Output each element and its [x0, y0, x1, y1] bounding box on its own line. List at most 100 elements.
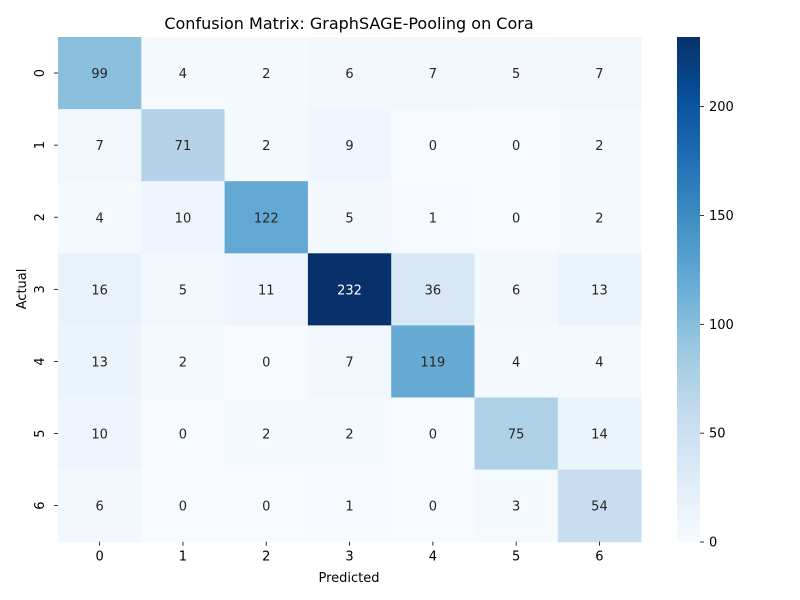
heatmap-cell	[58, 181, 142, 254]
cell-value-label: 13	[91, 355, 108, 370]
heatmap-cell	[474, 181, 559, 254]
cell-value-label: 7	[595, 67, 603, 82]
cell-value-label: 13	[591, 283, 608, 298]
cell-value-label: 1	[345, 500, 353, 515]
heatmap-cell	[474, 253, 559, 326]
heatmap-cell	[141, 397, 226, 471]
heatmap-cell	[474, 37, 559, 110]
heatmap-cell	[58, 253, 142, 326]
heatmap-cell	[224, 37, 309, 110]
heatmap-cell	[474, 469, 559, 543]
x-tick-label: 2	[262, 550, 270, 565]
colorbar-gradient	[677, 37, 700, 542]
cell-value-label: 0	[429, 500, 437, 515]
y-tick-label: 0	[33, 69, 48, 77]
heatmap-cell	[557, 325, 642, 398]
cell-value-label: 2	[345, 428, 353, 443]
cell-value-label: 9	[345, 139, 353, 154]
cell-value-label: 0	[512, 211, 520, 226]
cell-value-label: 1	[429, 211, 437, 226]
cell-value-label: 0	[429, 428, 437, 443]
heatmap-cell	[141, 325, 226, 398]
heatmap-cell	[141, 253, 226, 326]
heatmap-cell	[307, 397, 392, 471]
x-tick-label: 6	[595, 550, 603, 565]
chart-title: Confusion Matrix: GraphSAGE-Pooling on C…	[164, 14, 533, 33]
cell-value-label: 3	[512, 500, 520, 515]
heatmap-cell	[474, 325, 559, 398]
heatmap-cells: 99 4 2 6 7 5 77 71 2 9 0 0 24 10 122 5 1 0 216 5 11 232 36 6 131…	[58, 37, 642, 543]
cell-value-label: 0	[512, 139, 520, 154]
y-tick-label: 5	[33, 429, 48, 437]
heatmap-cell	[58, 325, 142, 398]
y-axis-label: Actual	[15, 269, 30, 310]
cell-value-label: 36	[425, 283, 442, 298]
cell-value-label: 5	[345, 211, 353, 226]
cell-value-label: 4	[512, 355, 520, 370]
heatmap-cell	[224, 325, 309, 398]
heatmap-cell	[557, 37, 642, 110]
heatmap-cell	[391, 469, 475, 543]
cell-value-label: 54	[591, 500, 608, 515]
y-axis-ticks: 0 1 2 3 4 5 6	[33, 69, 58, 510]
cell-value-label: 2	[595, 139, 603, 154]
heatmap-cell	[307, 109, 392, 182]
heatmap-cell	[307, 181, 392, 254]
heatmap-cell	[141, 37, 226, 110]
heatmap-cell	[224, 109, 309, 182]
cell-value-label: 75	[508, 428, 525, 443]
heatmap-cell	[307, 469, 392, 543]
cell-value-label: 10	[175, 211, 192, 226]
x-tick-label: 3	[345, 550, 353, 565]
cell-value-label: 6	[96, 500, 104, 515]
heatmap-cell	[141, 469, 226, 543]
cell-value-label: 2	[595, 211, 603, 226]
cell-value-label: 6	[512, 283, 520, 298]
heatmap-cell	[391, 397, 475, 471]
cell-value-label: 6	[345, 67, 353, 82]
colorbar-tick-label: 200	[709, 100, 734, 115]
heatmap-cell	[141, 181, 226, 254]
heatmap-cell	[474, 109, 559, 182]
heatmap-cell	[391, 325, 475, 398]
heatmap-cell	[391, 181, 475, 254]
cell-value-label: 5	[512, 67, 520, 82]
x-tick-label: 0	[96, 550, 104, 565]
y-tick-label: 2	[33, 213, 48, 221]
x-axis-ticks: 0 1 2 3 4 5 6	[96, 541, 604, 565]
heatmap-cell	[224, 469, 309, 543]
cell-value-label: 14	[591, 428, 608, 443]
heatmap-cell	[307, 37, 392, 110]
x-tick-label: 4	[429, 550, 437, 565]
heatmap-cell	[557, 181, 642, 254]
cell-value-label: 0	[179, 500, 187, 515]
cell-value-label: 0	[262, 500, 270, 515]
heatmap-cell	[224, 181, 309, 254]
heatmap-cell	[474, 397, 559, 471]
cell-value-label: 2	[262, 139, 270, 154]
cell-value-label: 4	[179, 67, 187, 82]
heatmap-cell	[557, 469, 642, 543]
heatmap-cell	[391, 109, 475, 182]
y-tick-label: 6	[33, 502, 48, 510]
cell-value-label: 7	[345, 355, 353, 370]
colorbar-tick-label: 100	[709, 318, 734, 333]
cell-value-label: 4	[96, 211, 104, 226]
cell-value-label: 99	[91, 67, 108, 82]
cell-value-label: 232	[337, 283, 362, 298]
cell-value-label: 122	[254, 211, 279, 226]
heatmap-cell	[58, 109, 142, 182]
heatmap-cell	[307, 325, 392, 398]
y-tick-label: 3	[33, 285, 48, 293]
cell-value-label: 0	[429, 139, 437, 154]
colorbar: 0 50 100 150 200	[677, 37, 734, 551]
x-axis-label: Predicted	[318, 571, 379, 586]
heatmap-cell	[557, 109, 642, 182]
colorbar-tick-label: 0	[709, 536, 717, 551]
cell-value-label: 7	[96, 139, 104, 154]
cell-value-label: 0	[179, 428, 187, 443]
cell-value-label: 4	[595, 355, 603, 370]
y-tick-label: 4	[33, 357, 48, 365]
heatmap-cell	[557, 253, 642, 326]
